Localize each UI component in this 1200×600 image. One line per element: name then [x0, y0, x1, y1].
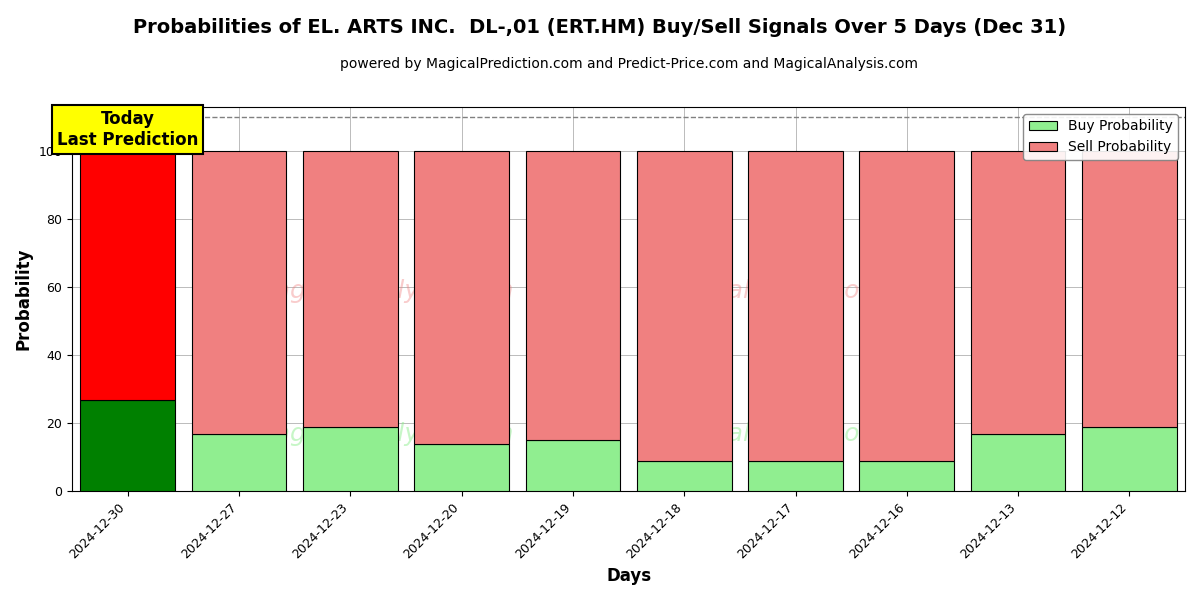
Bar: [80, 400, 175, 491]
Text: MagicalPrediction.com: MagicalPrediction.com: [654, 280, 937, 304]
Bar: [80, 151, 175, 400]
Bar: [192, 434, 287, 491]
Title: powered by MagicalPrediction.com and Predict-Price.com and MagicalAnalysis.com: powered by MagicalPrediction.com and Pre…: [340, 57, 918, 71]
Bar: [526, 440, 620, 491]
Bar: [414, 151, 509, 444]
Bar: [749, 151, 842, 461]
Text: MagicalPrediction.com: MagicalPrediction.com: [654, 422, 937, 446]
Bar: [304, 427, 397, 491]
Bar: [1082, 427, 1177, 491]
Text: MagicalAnalysis.com: MagicalAnalysis.com: [253, 280, 514, 304]
Bar: [971, 151, 1066, 434]
Bar: [637, 461, 732, 491]
Y-axis label: Probability: Probability: [16, 248, 34, 350]
Bar: [414, 444, 509, 491]
Bar: [1082, 151, 1177, 427]
Legend: Buy Probability, Sell Probability: Buy Probability, Sell Probability: [1024, 114, 1178, 160]
Bar: [859, 151, 954, 461]
Bar: [749, 461, 842, 491]
Bar: [192, 151, 287, 434]
X-axis label: Days: Days: [606, 567, 652, 585]
Text: Today
Last Prediction: Today Last Prediction: [58, 110, 198, 149]
Bar: [304, 151, 397, 427]
Bar: [526, 151, 620, 440]
Text: Probabilities of EL. ARTS INC.  DL-,01 (ERT.HM) Buy/Sell Signals Over 5 Days (De: Probabilities of EL. ARTS INC. DL-,01 (E…: [133, 18, 1067, 37]
Text: MagicalAnalysis.com: MagicalAnalysis.com: [253, 422, 514, 446]
Bar: [637, 151, 732, 461]
Bar: [859, 461, 954, 491]
Bar: [971, 434, 1066, 491]
